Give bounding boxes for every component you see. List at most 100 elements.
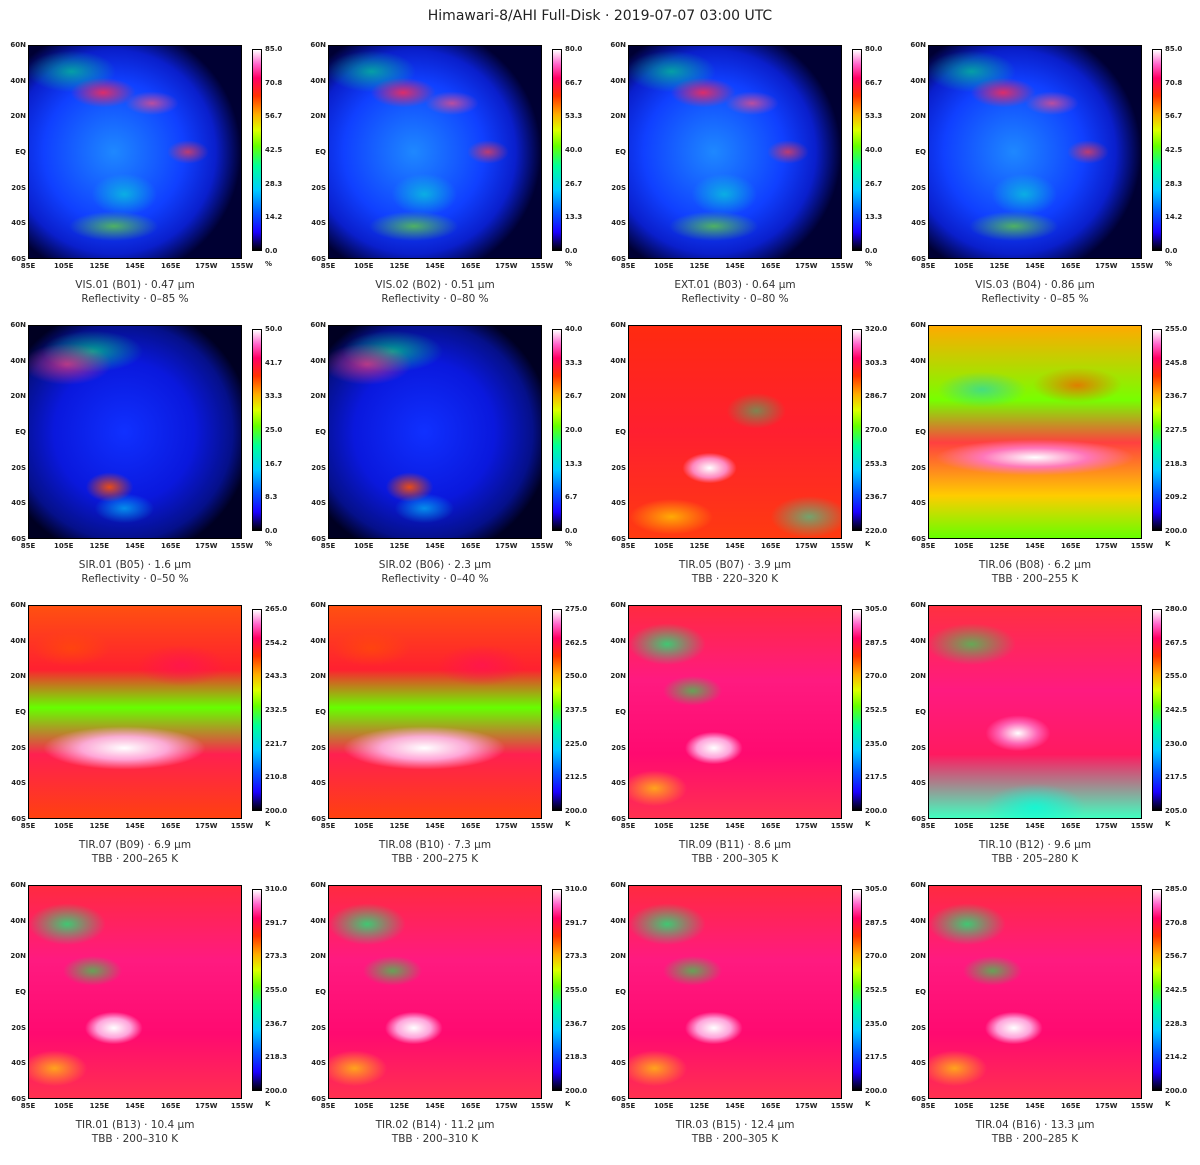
satellite-image-layer: [929, 886, 1141, 1098]
colorbar-tick-label: 214.2: [1165, 1053, 1188, 1062]
lon-tick-label: 155W: [830, 262, 854, 270]
lon-tick-label: 175W: [495, 822, 518, 830]
panel-caption: VIS.02 (B02) · 0.51 µm: [375, 279, 495, 291]
lon-tick-label: 85E: [620, 1102, 636, 1110]
colorbar-unit: K: [1165, 1100, 1171, 1108]
lat-tick-label: 60S: [611, 535, 626, 543]
colorbar-unit: %: [565, 260, 573, 268]
lon-tick-label: 85E: [920, 1102, 936, 1110]
lon-tick-label: 165E: [760, 262, 781, 270]
colorbar-tick-label: 275.0: [565, 605, 588, 613]
panel-caption: TIR.02 (B14) · 11.2 µm: [375, 1119, 495, 1131]
colorbar-tick-label: 270.8: [1165, 918, 1188, 927]
lat-tick-label: 20N: [310, 672, 326, 681]
satellite-image-layer: [29, 606, 241, 818]
satellite-image: [628, 885, 842, 1099]
lat-tick-label: 60S: [11, 255, 26, 263]
lat-tick-label: 40N: [610, 76, 626, 85]
lat-tick-label: 20S: [11, 743, 26, 752]
colorbar-unit: K: [565, 1100, 571, 1108]
lat-tick-label: 20N: [910, 112, 926, 121]
satellite-image-layer: [329, 46, 541, 258]
lon-tick-label: 175W: [1095, 262, 1118, 270]
colorbar-tick-label: 26.7: [565, 392, 583, 401]
lon-tick-label: 175W: [795, 1102, 818, 1110]
colorbar-tick-label: 40.0: [565, 325, 583, 333]
lat-tick-label: 40N: [910, 916, 926, 925]
lon-tick-label: 125E: [689, 262, 710, 270]
lon-tick-label: 155W: [830, 542, 854, 550]
colorbar-tick-label: 200.0: [1165, 527, 1188, 535]
lat-tick-label: 40N: [10, 356, 26, 365]
colorbar: [1152, 889, 1162, 1091]
lat-tick-label: 20N: [310, 952, 326, 961]
colorbar-tick-label: 200.0: [565, 1087, 588, 1095]
lon-tick-label: 145E: [725, 542, 745, 550]
lon-tick-label: 155W: [230, 262, 254, 270]
lon-tick-label: 85E: [20, 262, 36, 270]
colorbar-tick-label: 66.7: [565, 78, 583, 87]
colorbar-tick-label: 236.7: [265, 1019, 288, 1028]
colorbar-tick-label: 285.0: [1165, 885, 1188, 893]
lat-tick-label: 40N: [10, 76, 26, 85]
colorbar-tick-label: 320.0: [865, 325, 888, 333]
lat-tick-label: 40N: [310, 916, 326, 925]
colorbar-tick-label: 40.0: [865, 146, 883, 154]
lat-tick-label: 60S: [911, 815, 926, 823]
map-panel: 60N 40N 20N EQ 20S 40S 60S 85E 105E 125E 145E 165E 1…: [0, 881, 300, 1165]
lat-tick-label: 60N: [310, 601, 326, 609]
panel-subcaption: TBB · 200–285 K: [991, 1133, 1079, 1145]
lon-tick-label: 125E: [89, 822, 110, 830]
lon-tick-label: 105E: [353, 1102, 374, 1110]
colorbar-tick-label: 242.5: [1165, 986, 1188, 994]
lat-tick-label: 60S: [11, 815, 26, 823]
lon-tick-label: 85E: [920, 822, 936, 830]
lat-tick-label: 40N: [310, 636, 326, 645]
lat-tick-label: 40N: [910, 356, 926, 365]
lat-tick-label: 20S: [911, 743, 926, 752]
lon-tick-label: 85E: [20, 542, 36, 550]
map-panel: 60N 40N 20N EQ 20S 40S 60S 85E 105E 125E 145E 165E 1…: [900, 41, 1200, 325]
colorbar-tick-label: 200.0: [1165, 1087, 1188, 1095]
colorbar-tick-label: 235.0: [865, 1019, 888, 1028]
panel-caption: TIR.03 (B15) · 12.4 µm: [675, 1119, 795, 1131]
lon-tick-label: 85E: [620, 822, 636, 830]
lon-tick-label: 125E: [89, 542, 110, 550]
lat-tick-label: 20S: [611, 183, 626, 192]
colorbar-unit: %: [565, 540, 573, 548]
map-panel: 60N 40N 20N EQ 20S 40S 60S 85E 105E 125E 145E 165E 1…: [0, 41, 300, 325]
colorbar-tick-label: 200.0: [865, 807, 888, 815]
colorbar-tick-label: 218.3: [265, 1053, 288, 1062]
colorbar-tick-label: 305.0: [865, 885, 888, 893]
colorbar-tick-label: 236.7: [865, 493, 888, 502]
lat-tick-label: 60S: [911, 255, 926, 263]
map-panel: 60N 40N 20N EQ 20S 40S 60S 85E 105E 125E 145E 165E 1…: [300, 601, 600, 885]
lon-tick-label: 155W: [830, 822, 854, 830]
lon-tick-label: 155W: [530, 262, 554, 270]
lat-tick-label: 40S: [611, 779, 626, 788]
map-panel: 60N 40N 20N EQ 20S 40S 60S 85E 105E 125E 145E 165E 1…: [600, 881, 900, 1165]
lon-tick-label: 145E: [125, 1102, 145, 1110]
lat-tick-label: 20S: [611, 1023, 626, 1032]
lon-tick-label: 165E: [760, 542, 781, 550]
colorbar-tick-label: 230.0: [1165, 739, 1188, 748]
colorbar-tick-label: 220.0: [865, 527, 888, 535]
satellite-image-layer: [29, 326, 241, 538]
colorbar-tick-label: 80.0: [565, 45, 583, 53]
panel-caption: TIR.04 (B16) · 13.3 µm: [975, 1119, 1095, 1131]
satellite-image-layer: [929, 606, 1141, 818]
satellite-image: [328, 885, 542, 1099]
lon-tick-label: 155W: [1130, 542, 1154, 550]
map-panel: 60N 40N 20N EQ 20S 40S 60S 85E 105E 125E 145E 165E 1…: [300, 321, 600, 605]
panel-subcaption: TBB · 200–310 K: [91, 1133, 179, 1145]
lat-tick-label: EQ: [915, 428, 926, 436]
lat-tick-label: EQ: [615, 428, 626, 436]
lat-tick-label: 60S: [11, 1095, 26, 1103]
colorbar-unit: %: [265, 540, 273, 548]
lon-tick-label: 155W: [1130, 1102, 1154, 1110]
lon-tick-label: 145E: [425, 1102, 445, 1110]
lon-tick-label: 125E: [689, 1102, 710, 1110]
lat-tick-label: 60N: [310, 321, 326, 329]
lat-tick-label: 60N: [610, 601, 626, 609]
lat-tick-label: 20S: [911, 463, 926, 472]
